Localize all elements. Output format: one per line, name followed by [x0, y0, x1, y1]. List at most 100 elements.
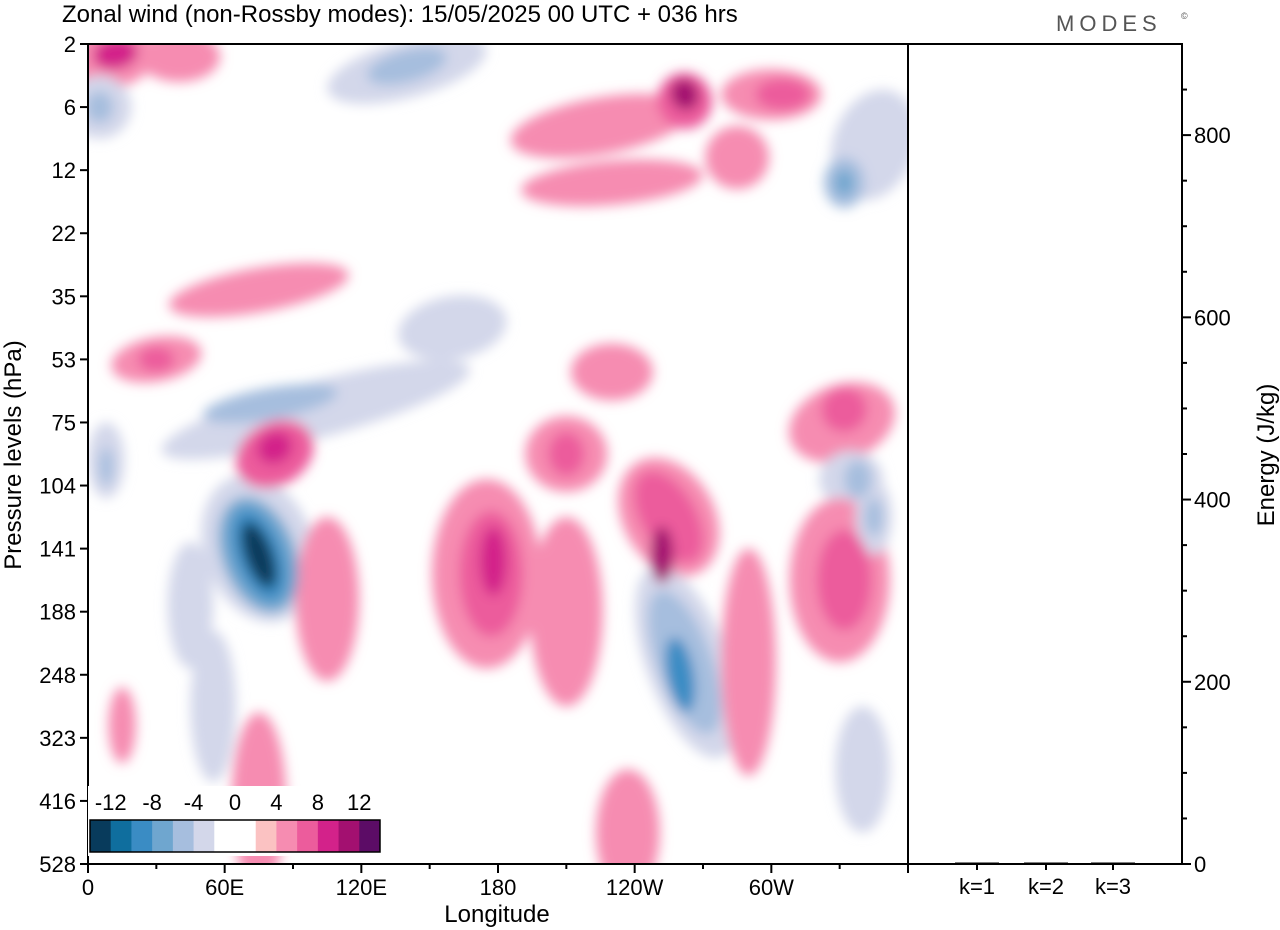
westerly-wind-contour — [92, 44, 138, 70]
westerly-wind-contour — [670, 78, 699, 110]
colorbar — [88, 786, 382, 856]
y-axis-label: Pressure levels (hPa) — [0, 340, 27, 569]
colorbar-swatch — [317, 820, 340, 852]
x-tick-label: 180 — [480, 875, 517, 900]
y-tick-label: 248 — [39, 663, 76, 688]
easterly-wind-contour — [202, 383, 338, 424]
y-tick-label: 12 — [52, 158, 76, 183]
colorbar-label: 8 — [312, 790, 324, 815]
energy-tick-label: 200 — [1194, 670, 1231, 695]
easterly-wind-contour — [835, 706, 890, 833]
energy-category-label: k=2 — [1028, 874, 1064, 899]
colorbar-swatch — [297, 820, 319, 852]
y-tick-label: 188 — [39, 600, 76, 625]
energy-tick-label: 0 — [1194, 852, 1206, 877]
energy-tick-label: 800 — [1194, 123, 1231, 148]
energy-bar — [1091, 862, 1135, 864]
westerly-wind-contour — [595, 769, 660, 864]
y-tick-label: 141 — [39, 537, 76, 562]
y-tick-label: 35 — [52, 284, 76, 309]
easterly-wind-contour — [844, 460, 872, 499]
colorbar-label: -12 — [95, 790, 127, 815]
heatmap-field — [88, 44, 908, 864]
y-tick-label: 22 — [52, 221, 76, 246]
easterly-wind-contour — [161, 360, 470, 460]
x-tick-label: 120W — [606, 875, 664, 900]
colorbar-swatch — [131, 820, 153, 852]
westerly-wind-contour — [108, 687, 136, 764]
colorbar-label: 4 — [270, 790, 282, 815]
energy-tick-label: 400 — [1194, 488, 1231, 513]
y-tick-label: 6 — [64, 95, 76, 120]
easterly-wind-contour — [665, 637, 696, 713]
westerly-wind-contour — [479, 526, 508, 596]
energy-tick-label: 600 — [1194, 305, 1231, 330]
westerly-wind-contour — [634, 471, 704, 563]
colorbar-frame — [89, 819, 381, 853]
westerly-wind-contour — [169, 263, 349, 317]
easterly-wind-contour — [367, 47, 447, 85]
westerly-wind-contour — [755, 78, 811, 111]
easterly-wind-contour — [167, 542, 214, 669]
westerly-wind-contour — [721, 548, 776, 776]
colorbar-swatch — [152, 820, 174, 852]
x-tick-label: 120E — [336, 875, 387, 900]
energy-category-label: k=3 — [1095, 874, 1131, 899]
westerly-wind-contour — [138, 44, 221, 82]
y-tick-label: 323 — [39, 726, 76, 751]
y-tick-label: 528 — [39, 852, 76, 877]
westerly-wind-contour — [650, 526, 674, 584]
easterly-wind-contour — [99, 447, 114, 486]
westerly-wind-contour — [521, 159, 703, 207]
easterly-wind-contour — [835, 170, 854, 196]
colorbar-label: 12 — [347, 790, 371, 815]
x-axis-label: Longitude — [444, 901, 549, 928]
y-tick-label: 53 — [52, 347, 76, 372]
westerly-wind-contour — [705, 126, 770, 190]
colorbar-swatch — [110, 820, 132, 852]
westerly-wind-contour — [816, 529, 872, 631]
colorbar-swatch — [235, 820, 257, 852]
colorbar-label: 0 — [229, 790, 241, 815]
westerly-wind-contour — [570, 343, 653, 401]
chart-title: Zonal wind (non-Rossby modes): 15/05/202… — [62, 1, 738, 28]
easterly-wind-contour — [241, 521, 277, 588]
westerly-wind-contour — [510, 93, 691, 159]
y-tick-label: 75 — [52, 410, 76, 435]
energy-bar — [1024, 862, 1068, 864]
x-tick-label: 60W — [749, 875, 794, 900]
colorbar-label: -8 — [142, 790, 162, 815]
colorbar-swatch — [338, 820, 360, 852]
modes-logo-mark: © — [1181, 11, 1188, 21]
westerly-wind-contour — [548, 431, 585, 477]
energy-panel — [907, 43, 1183, 865]
y-tick-label: 2 — [64, 32, 76, 57]
y-tick-label: 416 — [39, 789, 76, 814]
colorbar-swatch — [172, 820, 195, 852]
colorbar-swatch — [214, 820, 236, 852]
colorbar-swatch — [276, 820, 298, 852]
x-tick-label: 60E — [205, 875, 244, 900]
energy-category-label: k=1 — [959, 874, 995, 899]
colorbar-label: -4 — [184, 790, 204, 815]
y-tick-label: 104 — [39, 474, 76, 499]
colorbar-swatch — [193, 820, 215, 852]
easterly-wind-contour — [864, 498, 883, 536]
westerly-wind-contour — [138, 346, 175, 372]
energy-bar — [955, 862, 999, 864]
modes-logo: MODES — [1056, 11, 1162, 36]
easterly-wind-contour — [88, 91, 114, 123]
westerly-wind-contour — [821, 387, 867, 433]
energy-axis-label: Energy (J/kg) — [1253, 384, 1280, 527]
colorbar-swatch — [255, 820, 277, 852]
westerly-wind-contour — [257, 431, 293, 465]
easterly-wind-contour — [190, 630, 237, 782]
colorbar-swatch — [359, 820, 381, 852]
easterly-wind-contour — [398, 295, 507, 361]
x-tick-label: 0 — [82, 875, 94, 900]
westerly-wind-contour — [295, 517, 360, 682]
easterly-wind-contour — [213, 116, 396, 149]
westerly-wind-contour — [529, 517, 603, 707]
colorbar-swatch — [90, 820, 112, 852]
